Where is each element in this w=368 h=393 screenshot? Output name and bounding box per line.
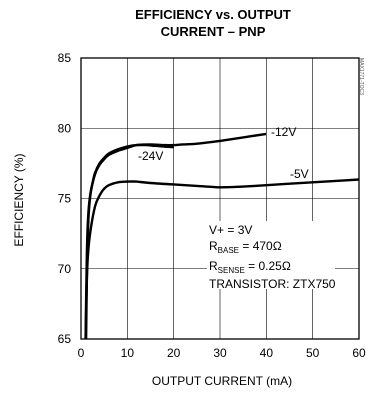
series-label-minus-5v: -5V — [290, 167, 309, 181]
series-labels: -12V -24V -5V — [138, 125, 309, 181]
y-tick-label: 80 — [58, 121, 72, 135]
series-label-minus-12v: -12V — [271, 125, 296, 139]
annotation-rbase-symbol: R — [209, 239, 218, 253]
annotation-rsense: RSENSE = 0.25Ω — [209, 259, 291, 275]
tick-labels: 0 10 20 30 40 50 60 65 70 75 80 85 — [58, 51, 366, 360]
x-tick-label: 0 — [78, 346, 85, 360]
y-tick-label: 85 — [58, 51, 72, 65]
y-tick-label: 70 — [58, 262, 72, 276]
y-axis-label: EFFICIENCY (%) — [12, 153, 26, 246]
x-tick-label: 40 — [260, 346, 274, 360]
data-curves — [84, 132, 360, 340]
annotation-rsense-value: = 0.25Ω — [245, 259, 291, 273]
annotation-transistor: TRANSISTOR: ZTX750 — [209, 277, 336, 291]
annotation-background — [207, 221, 335, 289]
x-tick-label: 30 — [213, 346, 227, 360]
grid-lines — [81, 58, 359, 339]
annotation-rbase-subscript: BASE — [218, 246, 239, 255]
conditions-annotation: V+ = 3V RBASE = 470Ω RSENSE = 0.25Ω TRAN… — [207, 221, 336, 291]
annotation-supply: V+ = 3V — [209, 223, 252, 237]
x-tick-label: 20 — [167, 346, 181, 360]
x-axis-label: OUTPUT CURRENT (mA) — [152, 374, 292, 388]
x-tick-label: 10 — [121, 346, 135, 360]
series-line-minus-24v — [84, 143, 174, 340]
plot-frame — [80, 57, 360, 340]
y-tick-label: 75 — [58, 192, 72, 206]
series-line-minus-5v — [84, 178, 360, 340]
annotation-rbase: RBASE = 470Ω — [209, 239, 282, 255]
annotation-rsense-symbol: R — [209, 259, 218, 273]
chart-title-line1: EFFICIENCY vs. OUTPUT — [135, 7, 291, 22]
figure-code: MAX1771-TOC3 — [358, 58, 364, 95]
y-tick-label: 65 — [58, 332, 72, 346]
annotation-rbase-value: = 470Ω — [239, 239, 282, 253]
x-tick-label: 50 — [306, 346, 320, 360]
x-tick-label: 60 — [352, 346, 366, 360]
annotation-rsense-subscript: SENSE — [218, 266, 245, 275]
chart-title-line2: CURRENT – PNP — [161, 24, 266, 39]
series-label-minus-24v: -24V — [138, 149, 163, 163]
